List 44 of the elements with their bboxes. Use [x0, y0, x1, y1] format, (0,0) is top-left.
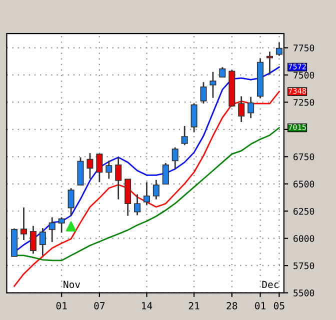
candlestick	[276, 42, 282, 57]
candlestick	[58, 216, 65, 234]
candlestick	[152, 179, 160, 200]
annotation: Dec	[262, 280, 278, 288]
candlestick	[200, 81, 207, 104]
y-tick-label: 5500	[294, 290, 314, 296]
candlestick	[143, 181, 150, 206]
candlestick	[266, 50, 273, 76]
y-tick-label: 7500	[294, 72, 314, 79]
candlestick	[248, 96, 254, 119]
y-tick-label: 6250	[294, 208, 314, 215]
annotation: Nov	[64, 280, 80, 288]
candlestick	[39, 227, 46, 256]
candlestick	[106, 160, 112, 180]
candlestick	[115, 156, 122, 200]
line-series	[14, 90, 280, 287]
y-tick-label: 6750	[294, 153, 314, 160]
candlestick	[20, 206, 28, 241]
x-tick-label: 05	[274, 302, 284, 310]
y-tick-label: 7250	[294, 98, 314, 106]
candlestick	[219, 66, 226, 78]
candlestick	[210, 71, 216, 99]
candlestick	[86, 152, 94, 180]
y-tick-label: 6500	[294, 180, 314, 188]
x-tick-label: 21	[188, 302, 200, 310]
candlestick	[162, 162, 169, 185]
candlestick	[30, 225, 36, 255]
candlestick	[172, 146, 178, 170]
candlestick	[181, 125, 188, 146]
x-tick-label: 01	[255, 302, 266, 310]
candlestick	[77, 156, 84, 186]
y-tick-label: 6000	[294, 235, 314, 242]
candlestick	[238, 96, 245, 123]
x-tick-label: 07	[94, 302, 105, 310]
candlestick	[48, 216, 56, 243]
y-tick-label: 7750	[294, 44, 314, 52]
candlestick	[134, 194, 141, 216]
candlestick	[190, 102, 198, 133]
x-tick-label: 01	[56, 302, 67, 310]
x-tick-label: 14	[142, 302, 152, 310]
x-tick-label: 28	[226, 302, 238, 310]
y-tick-label: 5750	[294, 262, 314, 270]
candlestick	[96, 153, 103, 183]
candlestick	[68, 187, 74, 216]
